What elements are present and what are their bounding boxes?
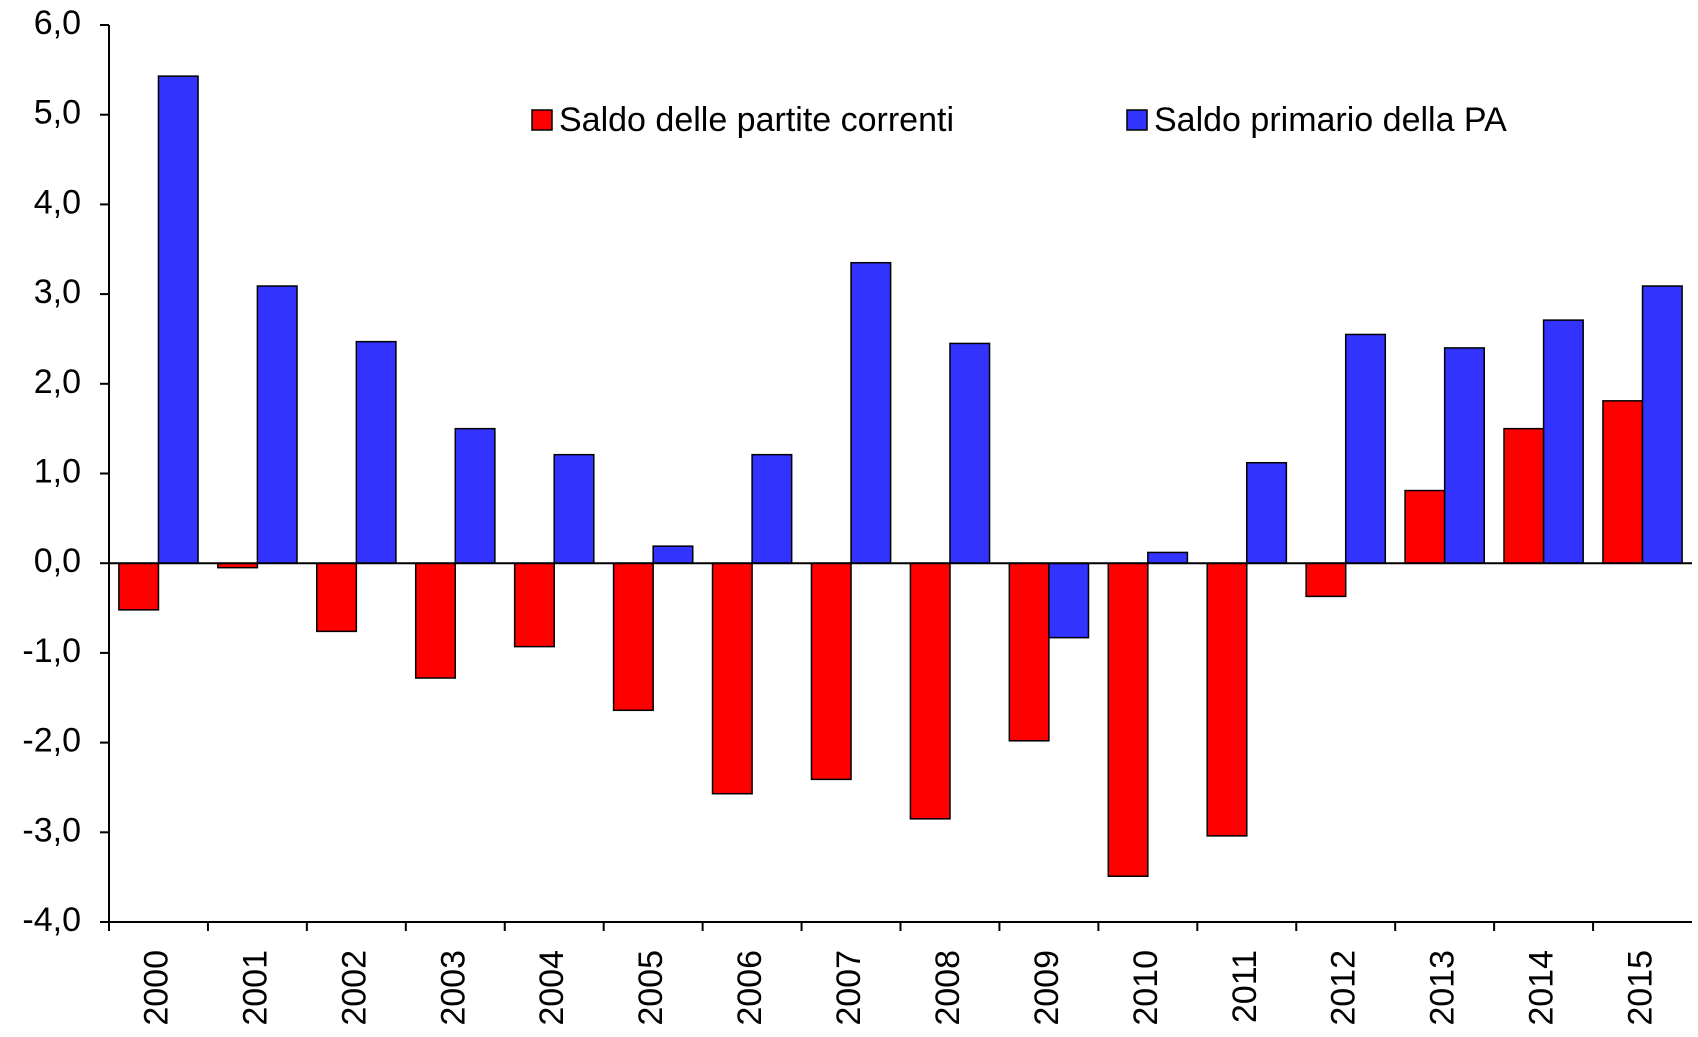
bar [316,562,358,633]
y-tick-label: 3,0 [34,273,81,311]
y-tick-label: 2,0 [34,363,81,401]
bar [751,453,793,564]
bar [949,342,991,564]
bar [1503,427,1545,564]
bar [1206,562,1248,837]
legend-swatch [531,109,553,131]
y-tick-label: 6,0 [34,4,81,42]
x-tick-label: 2000 [137,950,175,1026]
bar [1008,562,1050,742]
bar [711,562,753,795]
legend-label: Saldo delle partite correnti [559,101,954,139]
x-tick-label: 2008 [929,950,967,1026]
bar [1344,333,1387,564]
bar [1602,400,1644,564]
bar [1246,461,1288,564]
y-tick-label: 4,0 [34,183,81,221]
bar [1107,562,1149,878]
bar [1305,562,1347,598]
x-tick-label: 2012 [1325,950,1363,1026]
y-tick-label: -1,0 [22,632,81,670]
bar [850,261,892,564]
x-tick-label: 2006 [731,950,769,1026]
x-tick-label: 2009 [1028,950,1066,1026]
bar [1542,319,1584,564]
bar [810,562,852,781]
x-tick-label: 2004 [533,950,571,1026]
legend-swatch [1126,109,1148,131]
bar [1404,489,1446,564]
bar [513,562,555,648]
y-tick-label: -2,0 [22,722,81,760]
x-tick-label: 2007 [830,950,868,1026]
x-tick-label: 2001 [236,950,274,1026]
x-tick-label: 2002 [335,950,373,1026]
y-tick-label: 5,0 [34,94,81,132]
bar [118,562,160,611]
x-tick-label: 2013 [1424,950,1462,1026]
bar [909,562,951,820]
y-tick-label: 0,0 [34,542,81,580]
y-tick-label: -3,0 [22,811,81,849]
x-tick-label: 2011 [1226,950,1264,1023]
bar [553,453,595,564]
bar [1443,347,1485,564]
x-tick-label: 2005 [632,950,670,1026]
bar [652,545,694,564]
bar [454,427,496,564]
bar [256,285,298,564]
x-tick-label: 2003 [434,950,472,1026]
y-tick-label: -4,0 [22,901,81,939]
bar [414,562,457,679]
x-tick-label: 2010 [1127,950,1165,1026]
bar [157,75,199,564]
bar [1641,285,1683,564]
y-tick-label: 1,0 [34,452,81,490]
legend-label: Saldo primario della PA [1154,101,1507,139]
bar [355,340,397,564]
bar [1048,562,1090,639]
bar [1147,551,1189,564]
x-tick-label: 2015 [1622,950,1660,1026]
x-tick-label: 2014 [1523,950,1561,1026]
bar [612,562,654,712]
